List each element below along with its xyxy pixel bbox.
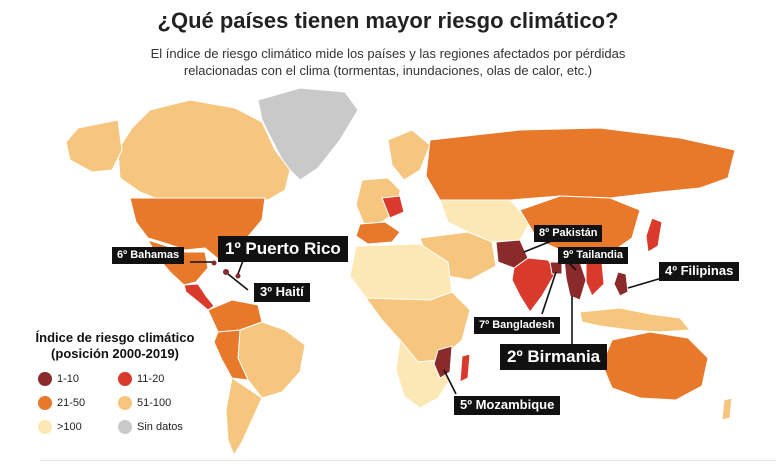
callout-birmania: 2º Birmania	[500, 344, 608, 370]
region-peru-bolivia	[213, 329, 249, 381]
region-indochina	[585, 259, 605, 297]
region-russia	[425, 127, 736, 205]
region-southern-cone	[225, 377, 263, 457]
legend-label: 51-100	[137, 397, 172, 409]
legend-item: Sin datos	[118, 420, 183, 434]
legend-swatch	[118, 420, 132, 434]
region-madagascar	[459, 353, 471, 383]
callout-haiti: 3º Haití	[254, 283, 310, 302]
legend-label: 1-10	[57, 373, 80, 385]
legend-swatch	[38, 396, 52, 410]
legend-title: Índice de riesgo climático (posición 200…	[35, 330, 195, 361]
region-alaska	[65, 119, 123, 173]
legend: Índice de riesgo climático (posición 200…	[30, 330, 230, 434]
region-indonesia	[579, 307, 692, 333]
region-scandinavia	[387, 129, 431, 181]
legend-swatch	[38, 372, 52, 386]
region-southern-africa	[395, 338, 451, 409]
callout-mozambique: 5º Mozambique	[454, 396, 561, 415]
callout-pakistan: 8º Pakistán	[534, 225, 603, 242]
region-greenland	[257, 87, 359, 181]
region-japan	[645, 217, 663, 253]
region-india	[511, 257, 557, 313]
footer-divider	[40, 460, 776, 461]
region-mozambique	[433, 345, 453, 379]
region-haiti	[223, 269, 229, 275]
callout-arrows	[190, 235, 663, 395]
region-puerto-rico	[235, 273, 241, 279]
legend-item: 1-10	[38, 372, 79, 386]
page-subtitle: El índice de riesgo climático mide los p…	[150, 46, 626, 78]
region-bahamas	[211, 260, 217, 266]
callout-filipinas: 4º Filipinas	[659, 262, 740, 281]
region-central-africa	[364, 291, 471, 363]
legend-label: 21-50	[57, 397, 86, 409]
legend-item: 51-100	[118, 396, 171, 410]
legend-item: >100	[38, 420, 82, 434]
page-title: ¿Qué países tienen mayor riesgo climátic…	[157, 8, 619, 33]
callout-tailandia: 9º Tailandia	[558, 247, 629, 264]
region-brazil	[237, 321, 306, 399]
callout-puerto-rico: 1º Puerto Rico	[218, 236, 348, 262]
region-philippines	[613, 271, 629, 297]
region-new-zealand	[721, 397, 733, 421]
region-germany	[381, 195, 405, 219]
legend-swatch	[118, 396, 132, 410]
legend-swatch	[38, 420, 52, 434]
legend-item: 21-50	[38, 396, 85, 410]
legend-swatch	[118, 372, 132, 386]
callout-bahamas: 6º Bahamas	[112, 247, 185, 264]
region-iberia-italy	[355, 221, 401, 245]
callout-bangladesh: 7º Bangladesh	[474, 317, 560, 334]
region-central-america	[183, 283, 215, 311]
region-australia	[601, 331, 709, 401]
legend-item: 11-20	[118, 372, 164, 386]
legend-label: Sin datos	[137, 421, 183, 433]
legend-label: >100	[57, 421, 82, 433]
region-myanmar-thailand	[563, 257, 587, 301]
legend-label: 11-20	[137, 373, 165, 385]
